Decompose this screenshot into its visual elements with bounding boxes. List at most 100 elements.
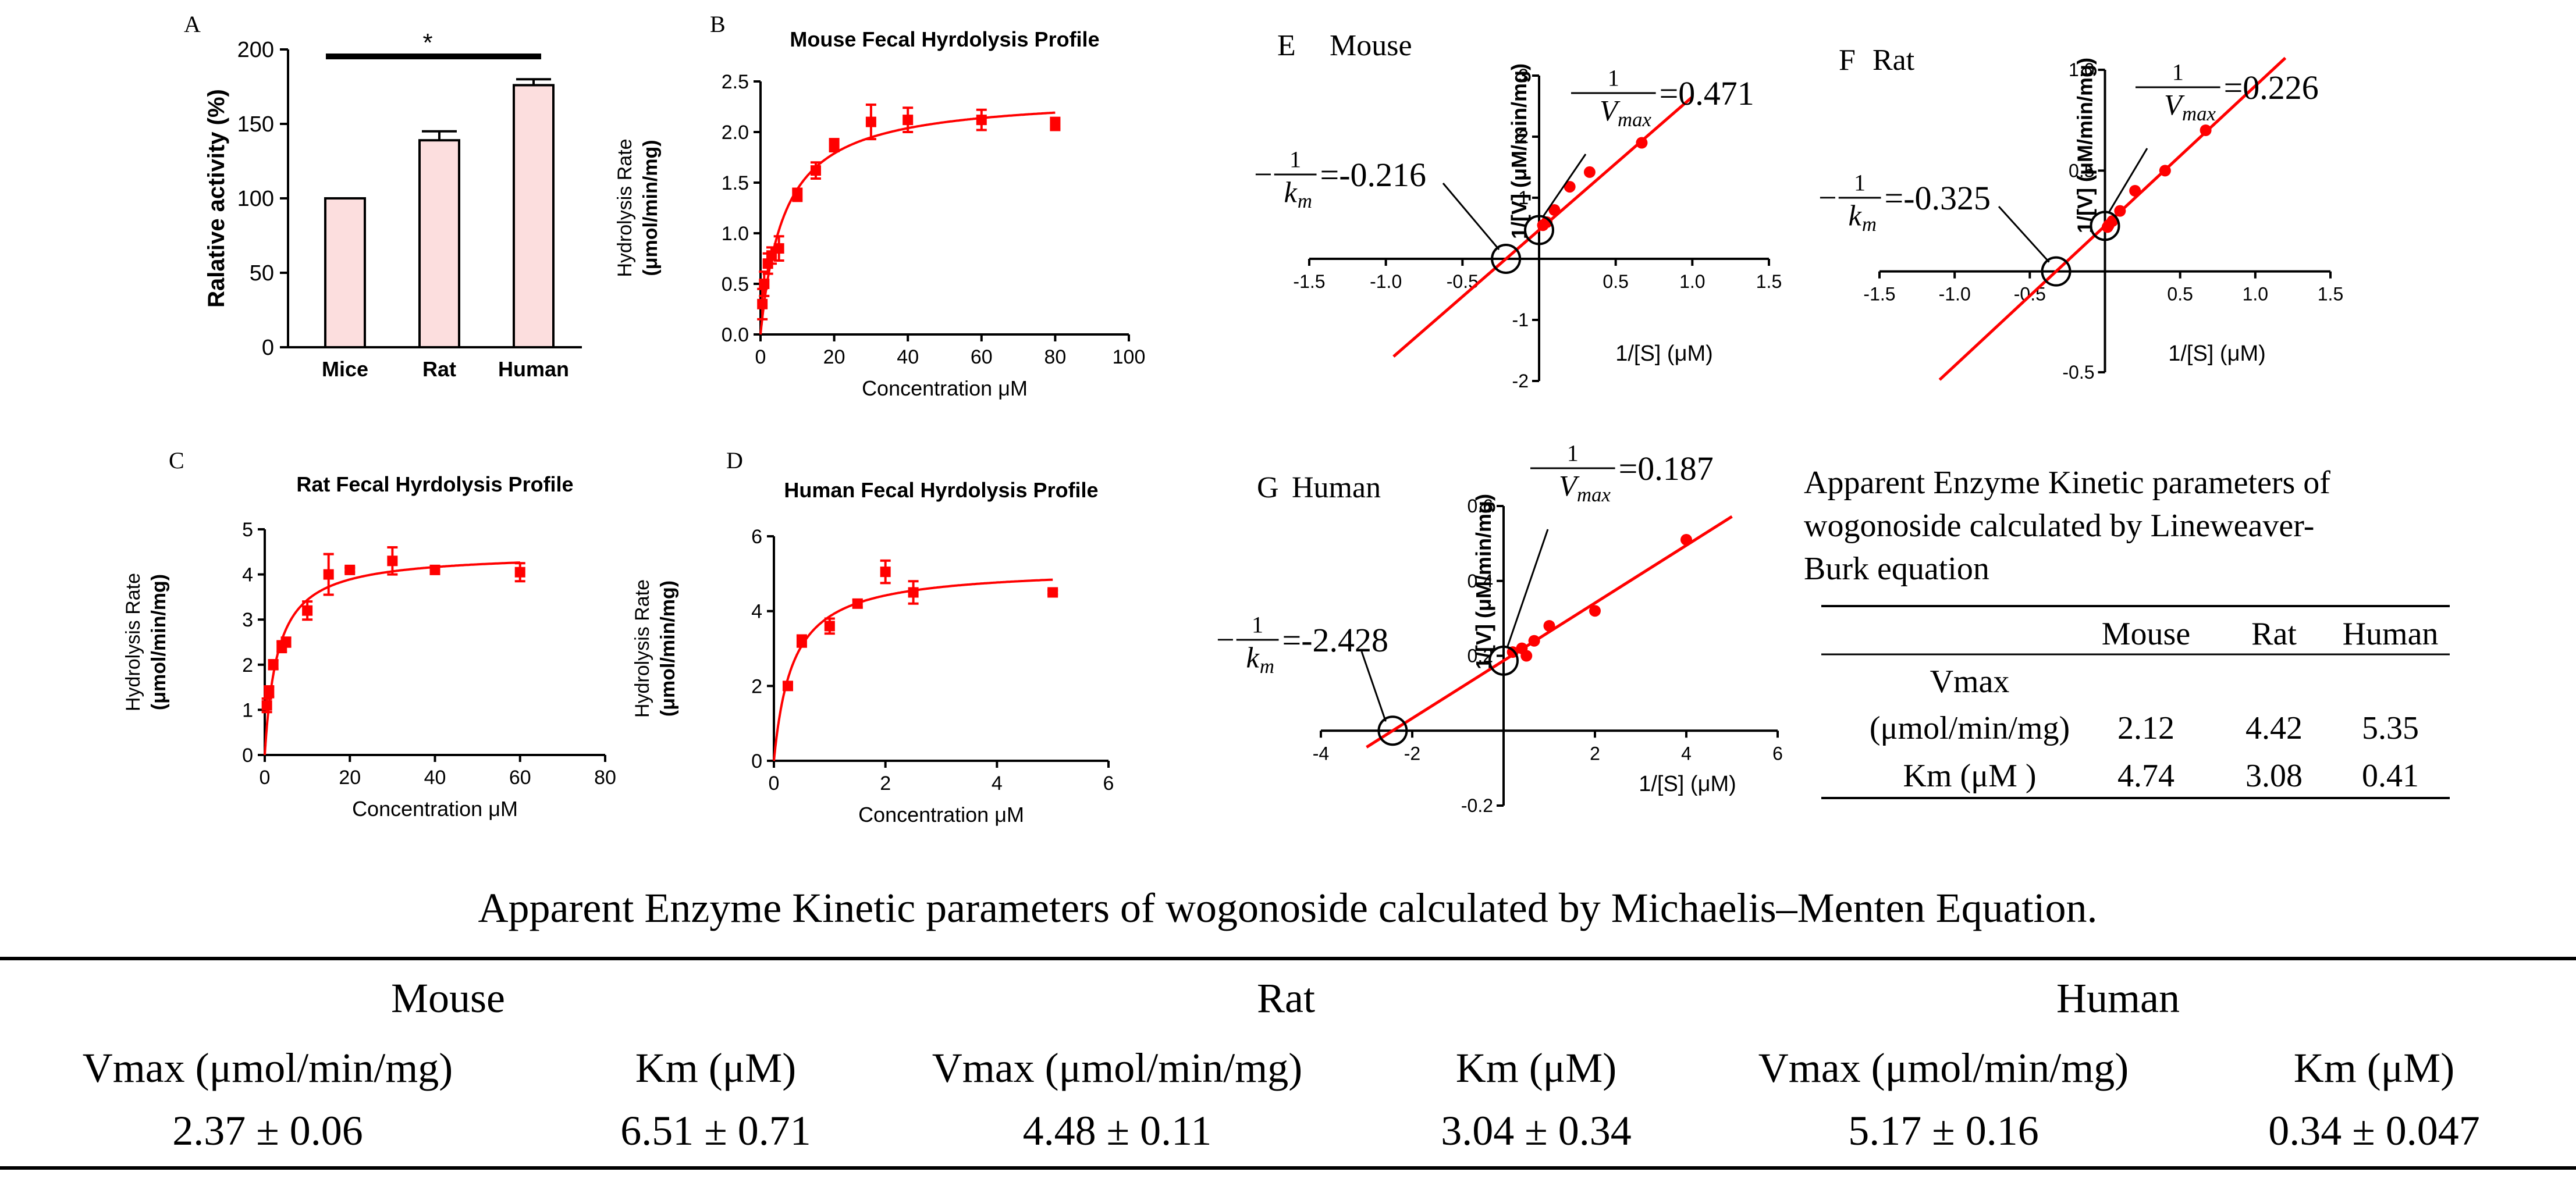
x-axis-label: Concentration μM [858,803,1024,827]
y-tick-label: 100 [237,187,274,211]
panel-f: FRat-1.5-1.0-0.50.51.01.5-0.50.51.01/[S]… [1818,44,2343,383]
lb-caption-line-2: wogonoside calculated by Lineweaver- [1804,508,2314,544]
panel-label: B [710,11,726,37]
regression-line [1366,515,1733,749]
y-axis-label: (μmol/min/mg) [148,574,170,710]
data-point [344,564,356,575]
y-tick-label: 2 [242,654,253,676]
x-tick-label: 60 [509,767,531,789]
mm-value: 6.51 ± 0.71 [620,1107,811,1154]
formula-numerator: 1 [1252,612,1263,638]
y-tick-label: 0.5 [2069,160,2094,181]
chart-title: Mouse Fecal Hyrdolysis Profile [790,27,1099,51]
mm-value: 0.34 ± 0.047 [2268,1107,2480,1154]
formula-numerator: 1 [2172,59,2184,86]
panel-c: C Rat Fecal Hyrdolysis Profile 0 20 40 60 80 0 1… [122,447,616,821]
mm-table: Apparent Enzyme Kinetic parameters of wo… [0,885,2576,1170]
y-tick-label: 50 [250,261,274,286]
y-tick-label: -0.5 [2062,362,2094,383]
x-tick-label: 0 [755,346,766,368]
x-tick-label: 4 [1681,743,1692,764]
data-point [829,140,840,151]
x-tick-label: Human [498,357,569,381]
significance-star: * [422,29,432,57]
data-point [1528,635,1540,647]
lb-cell: 4.74 [2117,758,2175,794]
x-axis-label: 1/[S] (μM) [1615,341,1713,366]
annotation-neg-inv-km: =-2.428 [1282,621,1389,659]
formula-minus: − [1216,622,1235,658]
x-axis-label: 1/[S] (μM) [1639,772,1736,796]
formula-minus: − [1818,180,1837,216]
data-point [759,279,770,289]
data-point [1680,533,1692,546]
data-point [1520,650,1533,662]
panel-label: A [184,11,201,37]
panel-b: B Mouse Fecal Hyrdolysis Profile 0 20 40 60 80… [614,11,1145,400]
x-axis-label: 1/[S] (μM) [2168,341,2266,366]
x-tick-label: 1.0 [1679,271,1705,292]
data-point [824,621,835,632]
x-tick-label: 2 [1590,743,1600,764]
intercept-marker-x [1377,715,1408,746]
lb-cell: 0.41 [2362,758,2419,794]
x-tick-label: 80 [1044,346,1066,368]
lb-header-human: Human [2343,616,2439,652]
panel-label: F [1839,44,1856,77]
panel-label: G [1257,471,1279,504]
data-point [782,681,793,692]
lb-cell: 4.42 [2245,710,2303,746]
mm-subheader: Km (μM) [2294,1045,2455,1091]
x-tick-label: 4 [992,772,1003,795]
fit-curve [264,561,520,755]
lb-caption-line-1: Apparent Enzyme Kinetic parameters of [1804,465,2330,501]
formula-subscript: max [1577,483,1611,506]
y-tick-label: 6 [751,526,762,548]
formula-subscript: m [1298,190,1312,212]
lb-header-rat: Rat [2251,616,2297,652]
data-point [908,587,919,598]
x-tick-label: 6 [1103,772,1114,795]
species-label: Rat [1873,44,1915,77]
data-point [302,605,313,616]
mm-caption: Apparent Enzyme Kinetic parameters of wo… [478,885,2097,931]
y-tick-label: 0 [262,336,274,360]
data-point [976,115,987,126]
y-axis-label: Hydrolysis Rate [122,573,144,711]
panel-label: D [726,447,743,473]
y-axis-label: 1/[V] (μM/min/mg) [2073,58,2097,233]
data-point [1589,605,1601,617]
data-point [1636,137,1648,149]
x-tick-label: 6 [1772,743,1783,764]
mm-group-rat: Rat [1257,975,1315,1021]
panel-d: D Human Fecal Hyrdolysis Profile 0 2 4 6 0 2 4 6 C… [631,447,1114,827]
y-tick-label: 0.0 [722,324,749,346]
data-point [264,686,275,697]
y-tick-label: 2.0 [722,122,749,144]
y-axis-label: 1/[V] (μM/min/mg) [1507,63,1531,239]
panel-g: G Human-4 -2 2 4 6-0.20.20.40.61/[S] (μM)1/[V… [1216,440,1783,816]
annotation-inv-vmax: =0.471 [1660,74,1754,112]
data-point [792,189,803,200]
chart-title: Rat Fecal Hyrdolysis Profile [296,472,573,496]
x-tick-label: 0 [260,767,271,789]
y-tick-label: 1 [1518,187,1529,208]
x-tick-label: 60 [971,346,993,368]
y-tick-label: 0.6 [1468,496,1493,517]
data-point [280,637,292,647]
y-tick-label: 4 [242,564,253,586]
intercept-marker-x [1491,244,1522,274]
bar [324,197,366,348]
annotation-arrow [1442,183,1500,250]
formula-denominator: k [1284,176,1298,209]
y-tick-label: 3 [1518,65,1529,86]
x-tick-label: -1.0 [1939,284,1971,305]
y-tick-label: 1.0 [722,223,749,245]
x-tick-label: 40 [424,767,446,789]
y-axis-label: Hydrolysis Rate [631,579,653,718]
data-point [903,115,914,126]
lb-caption-line-3: Burk equation [1804,551,1989,587]
y-tick-label: -0.2 [1461,795,1493,816]
annotation-inv-vmax: =0.187 [1619,450,1714,487]
mm-subheader: Vmax (μmol/min/mg) [1758,1045,2129,1091]
